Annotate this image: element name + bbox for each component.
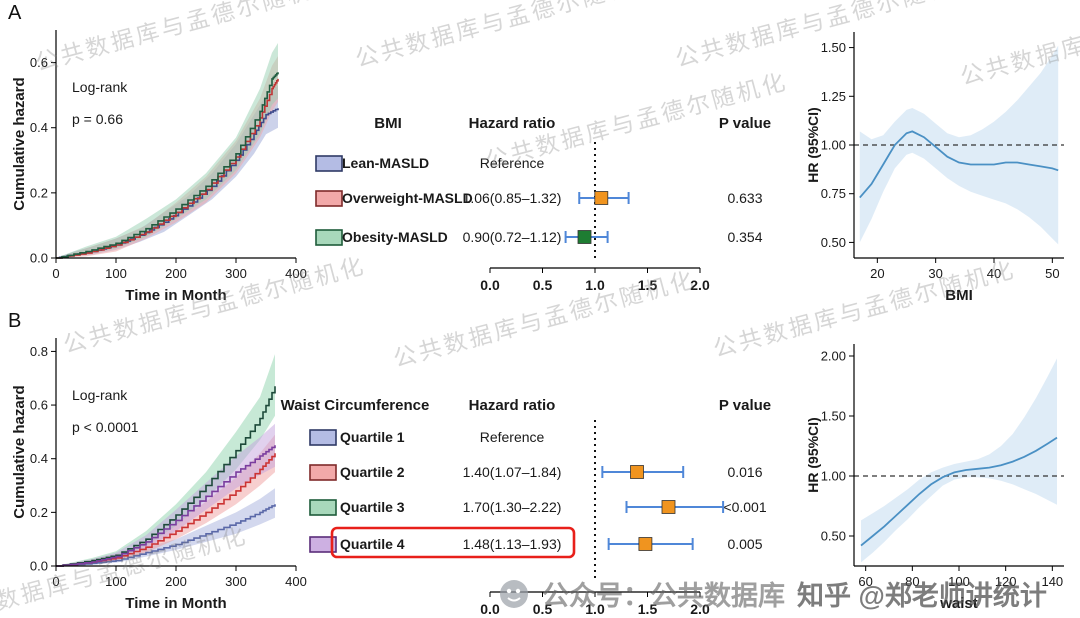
svg-text:140: 140	[1041, 574, 1063, 589]
svg-text:0.2: 0.2	[30, 185, 48, 200]
svg-text:40: 40	[987, 266, 1001, 281]
svg-text:BMI: BMI	[945, 287, 973, 304]
svg-text:waist: waist	[939, 595, 978, 612]
svg-text:400: 400	[285, 574, 307, 589]
svg-text:200: 200	[165, 574, 187, 589]
wechat-icon	[500, 579, 528, 608]
svg-text:2.0: 2.0	[690, 601, 710, 617]
svg-text:1.25: 1.25	[821, 89, 846, 104]
svg-text:0.0: 0.0	[30, 251, 48, 266]
svg-text:Log-rank: Log-rank	[72, 79, 128, 95]
svg-text:0.2: 0.2	[30, 505, 48, 520]
spline-plot-b: 60 80 100 120 140 0.50 1.00 1.50 2.00 waist HR (95…	[805, 344, 1064, 612]
svg-text:1.70(1.30–2.22): 1.70(1.30–2.22)	[463, 499, 562, 515]
svg-text:Quartile 4: Quartile 4	[340, 536, 405, 552]
svg-text:0.4: 0.4	[30, 120, 48, 135]
svg-text:400: 400	[285, 266, 307, 281]
svg-text:0.6: 0.6	[30, 55, 48, 70]
svg-text:1.00: 1.00	[821, 138, 846, 153]
svg-text:Quartile 1: Quartile 1	[340, 429, 405, 445]
km-curve-plot-b: 0 100 200 300 400 0.0 0.2 0.4 0.6 0.8 Time in Mont…	[11, 338, 307, 612]
svg-text:0: 0	[52, 574, 59, 589]
svg-text:0.005: 0.005	[727, 536, 762, 552]
forest-plot-b: Waist Circumference Hazard ratio P value Qu…	[281, 397, 771, 617]
svg-text:200: 200	[165, 266, 187, 281]
svg-text:1.40(1.07–1.84): 1.40(1.07–1.84)	[463, 464, 562, 480]
svg-text:120: 120	[995, 574, 1017, 589]
svg-text:100: 100	[948, 574, 970, 589]
svg-text:60: 60	[858, 574, 872, 589]
svg-text:1.06(0.85–1.32): 1.06(0.85–1.32)	[463, 190, 562, 206]
svg-text:80: 80	[905, 574, 919, 589]
credit-watermark: 公众号：公共数据库 知乎 @郑老师讲统计	[498, 574, 1047, 613]
svg-text:Reference: Reference	[480, 429, 545, 445]
svg-text:Time in Month: Time in Month	[125, 595, 226, 612]
svg-text:0.633: 0.633	[727, 190, 762, 206]
svg-text:1.5: 1.5	[638, 601, 658, 617]
svg-text:0.016: 0.016	[727, 464, 762, 480]
svg-text:50: 50	[1045, 266, 1059, 281]
svg-text:P value: P value	[719, 115, 771, 132]
svg-text:300: 300	[225, 574, 247, 589]
svg-text:0.4: 0.4	[30, 451, 48, 466]
credit-zhihu-text: 知乎 @郑老师讲统计	[797, 581, 1047, 611]
svg-text:0.8: 0.8	[30, 344, 48, 359]
svg-text:Obesity-MASLD: Obesity-MASLD	[342, 229, 448, 245]
svg-text:P value: P value	[719, 397, 771, 414]
svg-text:0.50: 0.50	[821, 529, 846, 544]
svg-text:Overweight-MASLD: Overweight-MASLD	[342, 190, 473, 206]
svg-text:30: 30	[928, 266, 942, 281]
svg-text:<0.001: <0.001	[723, 499, 766, 515]
svg-text:Cumulative hazard: Cumulative hazard	[11, 385, 28, 518]
svg-text:100: 100	[105, 574, 127, 589]
svg-text:Time in Month: Time in Month	[125, 287, 226, 304]
svg-text:0.354: 0.354	[727, 229, 762, 245]
svg-text:0.50: 0.50	[821, 235, 846, 250]
svg-text:0.6: 0.6	[30, 398, 48, 413]
spline-plot-a: 20 30 40 50 0.50 0.75 1.00 1.25 1.50 BMI HR (95%CI…	[805, 32, 1064, 304]
svg-text:100: 100	[105, 266, 127, 281]
svg-text:2.00: 2.00	[821, 349, 846, 364]
svg-text:0.0: 0.0	[30, 559, 48, 574]
panel-a-label: A	[8, 2, 22, 24]
svg-text:Cumulative hazard: Cumulative hazard	[11, 77, 28, 210]
svg-text:Hazard ratio: Hazard ratio	[469, 397, 556, 414]
svg-text:p < 0.0001: p < 0.0001	[72, 419, 139, 435]
svg-text:1.50: 1.50	[821, 409, 846, 424]
svg-text:Lean-MASLD: Lean-MASLD	[342, 155, 429, 171]
svg-text:2.0: 2.0	[690, 277, 710, 293]
svg-text:0.5: 0.5	[533, 601, 553, 617]
svg-text:Quartile 2: Quartile 2	[340, 464, 405, 480]
svg-text:Log-rank: Log-rank	[72, 387, 128, 403]
km-curve-plot-a: 0 100 200 300 400 0.0 0.2 0.4 0.6 Time in Month Cu…	[11, 30, 307, 304]
svg-text:1.00: 1.00	[821, 469, 846, 484]
svg-text:0.0: 0.0	[480, 277, 500, 293]
svg-text:HR (95%CI): HR (95%CI)	[805, 417, 821, 492]
svg-text:1.5: 1.5	[638, 277, 658, 293]
watermark-text: 公共数据库与孟德尔随机化	[352, 0, 661, 72]
svg-text:Reference: Reference	[480, 155, 545, 171]
svg-text:1.50: 1.50	[821, 40, 846, 55]
svg-text:20: 20	[870, 266, 884, 281]
panel-b-label: B	[8, 310, 22, 332]
svg-text:Waist Circumference: Waist Circumference	[281, 397, 430, 414]
svg-text:1.0: 1.0	[585, 601, 605, 617]
svg-text:300: 300	[225, 266, 247, 281]
svg-text:0.0: 0.0	[480, 601, 500, 617]
svg-text:0.5: 0.5	[533, 277, 553, 293]
credit-wechat-text: 公众号：公共数据库	[542, 581, 785, 611]
svg-text:HR (95%CI): HR (95%CI)	[805, 107, 821, 182]
svg-text:p = 0.66: p = 0.66	[72, 111, 123, 127]
forest-plot-a: BMI Hazard ratio P value Lean-MASLD Referenc…	[315, 115, 771, 293]
svg-text:1.48(1.13–1.93): 1.48(1.13–1.93)	[463, 536, 562, 552]
svg-text:Quartile 3: Quartile 3	[340, 499, 405, 515]
svg-text:0.90(0.72–1.12): 0.90(0.72–1.12)	[463, 229, 562, 245]
svg-text:1.0: 1.0	[585, 277, 605, 293]
svg-text:0: 0	[52, 266, 59, 281]
svg-text:0.75: 0.75	[821, 186, 846, 201]
svg-text:BMI: BMI	[374, 115, 402, 132]
svg-text:Hazard ratio: Hazard ratio	[469, 115, 556, 132]
